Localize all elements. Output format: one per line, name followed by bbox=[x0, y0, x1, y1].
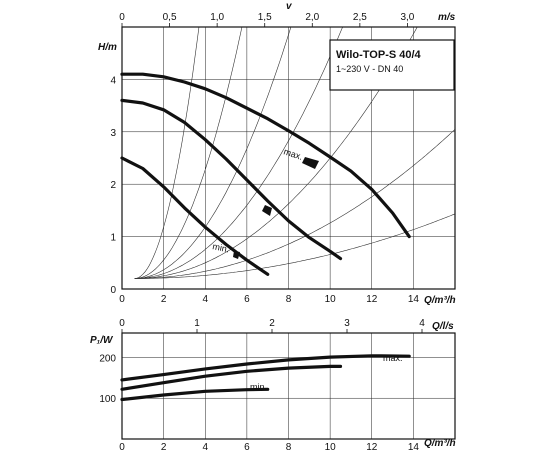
power-min-label: min. bbox=[250, 382, 267, 392]
system-curve bbox=[134, 27, 200, 279]
power-curves bbox=[120, 354, 411, 402]
power-x-tick-label: 4 bbox=[202, 442, 208, 450]
head-curve-series-0 bbox=[120, 72, 411, 239]
power-chart-frame bbox=[121, 332, 456, 440]
system-curve bbox=[134, 128, 455, 279]
y-tick-label: 4 bbox=[110, 75, 116, 86]
power-y-axis-label: P₁/W bbox=[90, 335, 114, 346]
max-mode-marker bbox=[302, 157, 319, 169]
system-curves bbox=[134, 27, 455, 279]
top-axis-tick-label: 1,5 bbox=[258, 12, 272, 23]
power-x-axis-label: Q/m³/h bbox=[424, 438, 456, 449]
power-x-tick-label: 12 bbox=[366, 442, 378, 450]
system-curve bbox=[134, 27, 292, 279]
top-axis-tick-label: 1,0 bbox=[210, 12, 224, 23]
flow-ls-tick-label: 2 bbox=[269, 318, 275, 329]
y-tick-label: 1 bbox=[110, 233, 116, 244]
flow-ls-axis-unit: Q/l/s bbox=[432, 321, 454, 332]
x-tick-label: 0 bbox=[119, 294, 125, 305]
chart-subtitle: 1~230 V - DN 40 bbox=[336, 64, 403, 74]
head-curve-series-1 bbox=[120, 98, 343, 261]
power-x-tick-label: 10 bbox=[325, 442, 337, 450]
head-curve-series-2 bbox=[120, 156, 270, 276]
top-axis-tick-label: 2,5 bbox=[353, 12, 367, 23]
top-axis-tick-label: 2,0 bbox=[305, 12, 319, 23]
power-max-label: max. bbox=[383, 353, 403, 363]
flow-ls-tick-label: 4 bbox=[419, 318, 425, 329]
y-axis-label: H/m bbox=[98, 42, 117, 53]
top-axis-unit: m/s bbox=[438, 12, 456, 23]
x-tick-label: 6 bbox=[244, 294, 250, 305]
head-curves bbox=[120, 72, 411, 276]
power-x-tick-label: 8 bbox=[286, 442, 292, 450]
y-tick-label: 2 bbox=[110, 180, 116, 191]
min-mode-marker bbox=[233, 251, 240, 259]
x-tick-label: 2 bbox=[161, 294, 167, 305]
top-axis-label: v bbox=[286, 1, 293, 12]
top-axis-tick-label: 0,5 bbox=[163, 12, 177, 23]
power-x-tick-label: 0 bbox=[119, 442, 125, 450]
x-tick-label: 8 bbox=[286, 294, 292, 305]
system-curve bbox=[134, 27, 243, 279]
flow-ls-tick-label: 0 bbox=[119, 318, 125, 329]
power-chart-grid bbox=[121, 333, 455, 439]
power-x-tick-label: 2 bbox=[161, 442, 167, 450]
top-axis-tick-label: 0 bbox=[119, 12, 125, 23]
x-tick-label: 12 bbox=[366, 294, 378, 305]
top-axis-tick-label: 3,0 bbox=[400, 12, 414, 23]
flow-ls-tick-label: 3 bbox=[344, 318, 350, 329]
power-curve-series-1 bbox=[120, 364, 343, 391]
system-curve bbox=[134, 27, 343, 279]
y-tick-label: 0 bbox=[110, 285, 116, 296]
title-box bbox=[329, 39, 455, 91]
power-y-tick-label: 100 bbox=[99, 394, 116, 405]
power-curve-series-2 bbox=[120, 387, 270, 402]
power-x-tick-label: 14 bbox=[408, 442, 420, 450]
power-y-tick-label: 200 bbox=[99, 353, 116, 364]
x-axis-label: Q/m³/h bbox=[424, 295, 456, 306]
min-curve-label: min. bbox=[212, 241, 231, 254]
power-curve-series-0 bbox=[120, 354, 411, 382]
chart-title: Wilo-TOP-S 40/4 bbox=[336, 49, 422, 61]
max-curve-label: max. bbox=[282, 146, 304, 162]
y-tick-label: 3 bbox=[110, 128, 116, 139]
x-tick-label: 14 bbox=[408, 294, 420, 305]
system-curve bbox=[134, 213, 455, 279]
flow-ls-tick-label: 1 bbox=[194, 318, 200, 329]
x-tick-label: 4 bbox=[202, 294, 208, 305]
x-tick-label: 10 bbox=[325, 294, 337, 305]
power-x-tick-label: 6 bbox=[244, 442, 250, 450]
mid-mode-marker bbox=[262, 205, 272, 216]
